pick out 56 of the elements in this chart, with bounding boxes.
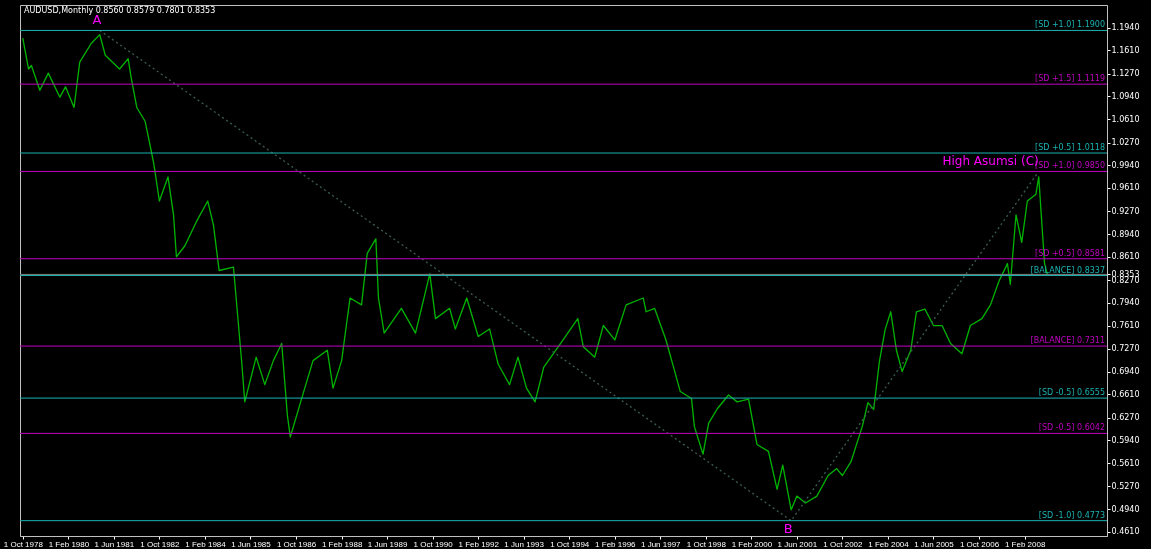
x-tick-label: 1 Jun 1993 <box>504 539 545 549</box>
x-tick-label: 1 Oct 2006 <box>959 539 1000 549</box>
ref-line-label: [SD -1.0] 0.4773 <box>1038 510 1105 520</box>
ref-line-label: [SD +1.0] 1.1900 <box>1035 20 1105 30</box>
y-tick-label: 1.1610 <box>1111 45 1140 55</box>
x-tick-label: 1 Feb 2004 <box>868 539 910 549</box>
x-tick-label: 1 Oct 1998 <box>686 539 727 549</box>
annotation: B <box>783 520 793 536</box>
x-tick-label: 1 Jun 1981 <box>94 539 135 549</box>
y-tick-label: 0.4940 <box>1111 504 1140 514</box>
y-tick-label: 0.8610 <box>1111 252 1140 262</box>
x-tick-label: 1 Feb 1988 <box>321 539 363 549</box>
y-tick-label: 0.9610 <box>1111 183 1140 193</box>
y-tick-label: 0.5940 <box>1111 435 1140 445</box>
x-tick-label: 1 Oct 1978 <box>3 539 44 549</box>
y-tick-label: 0.5610 <box>1111 458 1140 468</box>
y-tick-label: 0.9270 <box>1111 206 1140 216</box>
y-tick-label: 0.6610 <box>1111 389 1140 399</box>
x-tick-label: 1 Oct 1986 <box>276 539 317 549</box>
x-tick-label: 1 Jun 1985 <box>231 539 272 549</box>
y-tick-label: 0.8940 <box>1111 229 1140 239</box>
x-tick-label: 1 Jun 2005 <box>914 539 955 549</box>
x-tick-label: 1 Oct 1982 <box>140 539 181 549</box>
x-tick-label: 1 Feb 1996 <box>595 539 637 549</box>
x-tick-label: 1 Jun 2001 <box>777 539 818 549</box>
ref-line-label: [SD -0.5] 0.6042 <box>1038 423 1105 433</box>
annotation: A <box>92 12 102 28</box>
x-tick-label: 1 Feb 1992 <box>458 539 500 549</box>
x-tick-label: 1 Oct 1990 <box>413 539 454 549</box>
x-tick-label: 1 Oct 2002 <box>823 539 864 549</box>
ref-line-label: [BALANCE] 0.7311 <box>1030 336 1105 346</box>
y-tick-label: 1.1270 <box>1111 69 1140 79</box>
chart-title: AUDUSD,Monthly 0.8560 0.8579 0.7801 0.8353 <box>24 6 216 15</box>
x-tick-label: 1 Feb 2008 <box>1004 539 1046 549</box>
x-tick-label: 1 Oct 1994 <box>550 539 590 549</box>
y-tick-label: 0.4610 <box>1111 527 1140 537</box>
y-tick-label: 1.0610 <box>1111 114 1140 124</box>
x-tick-label: 1 Jun 1997 <box>640 539 682 549</box>
y-tick-label: 0.9940 <box>1111 160 1140 170</box>
ref-line-label: [SD -0.5] 0.6555 <box>1038 388 1105 398</box>
y-tick-label: 0.7270 <box>1111 344 1140 354</box>
x-tick-label: 1 Feb 1984 <box>185 539 227 549</box>
y-tick-label: 0.6270 <box>1111 413 1140 423</box>
y-tick-label: 0.8270 <box>1111 275 1140 285</box>
y-tick-label: 0.6940 <box>1111 367 1140 377</box>
x-tick-label: 1 Feb 2000 <box>731 539 773 549</box>
y-tick-label: 1.0270 <box>1111 138 1140 148</box>
y-tick-label: 0.5270 <box>1111 481 1140 491</box>
y-tick-label: 1.0940 <box>1111 91 1140 101</box>
y-tick-label: 0.7940 <box>1111 298 1140 308</box>
x-tick-label: 1 Jun 1989 <box>367 539 408 549</box>
x-tick-label: 1 Feb 1980 <box>48 539 90 549</box>
y-tick-label: 0.7610 <box>1111 321 1140 331</box>
ref-line-label: [SD +1.5] 1.1119 <box>1035 74 1105 84</box>
y-tick-label: 1.1940 <box>1111 23 1140 33</box>
ref-line-label: [SD +0.5] 1.0118 <box>1035 143 1105 153</box>
